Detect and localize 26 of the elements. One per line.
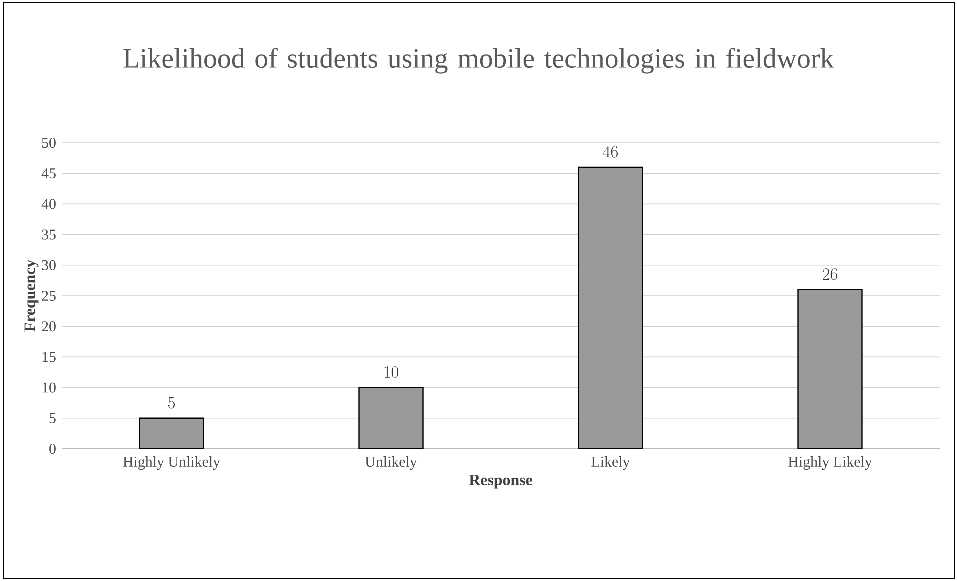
x-tick-label: Unlikely	[365, 456, 418, 470]
chart-title: Likelihood of students using mobile technologies in fieldwork	[124, 48, 834, 74]
y-axis-title: Frequency	[24, 260, 39, 332]
bar	[358, 387, 424, 449]
y-tick-label: 30	[42, 260, 56, 270]
x-axis-title: Response	[469, 474, 532, 489]
data-label: 26	[823, 268, 838, 280]
y-tick-label: 40	[42, 199, 56, 210]
y-tick-label: 20	[42, 322, 56, 332]
y-tick-label: 5	[50, 413, 56, 424]
y-tick-label: 15	[42, 352, 56, 362]
x-tick-label: Highly Likely	[788, 456, 872, 470]
bar	[798, 289, 863, 449]
y-tick-label: 0	[50, 444, 56, 454]
x-tick-label: Likely	[592, 456, 630, 470]
y-tick-label: 10	[42, 382, 56, 393]
x-tick-label: Highly Unlikely	[123, 456, 220, 470]
data-label: 5	[168, 397, 175, 409]
y-tick-label: 50	[42, 138, 56, 148]
bar	[578, 166, 644, 449]
y-tick-label: 25	[42, 290, 56, 301]
data-label: 46	[603, 146, 618, 158]
y-tick-label: 45	[42, 168, 56, 179]
y-tick-label: 35	[42, 230, 56, 240]
data-label: 10	[384, 366, 398, 378]
bar	[139, 418, 204, 449]
